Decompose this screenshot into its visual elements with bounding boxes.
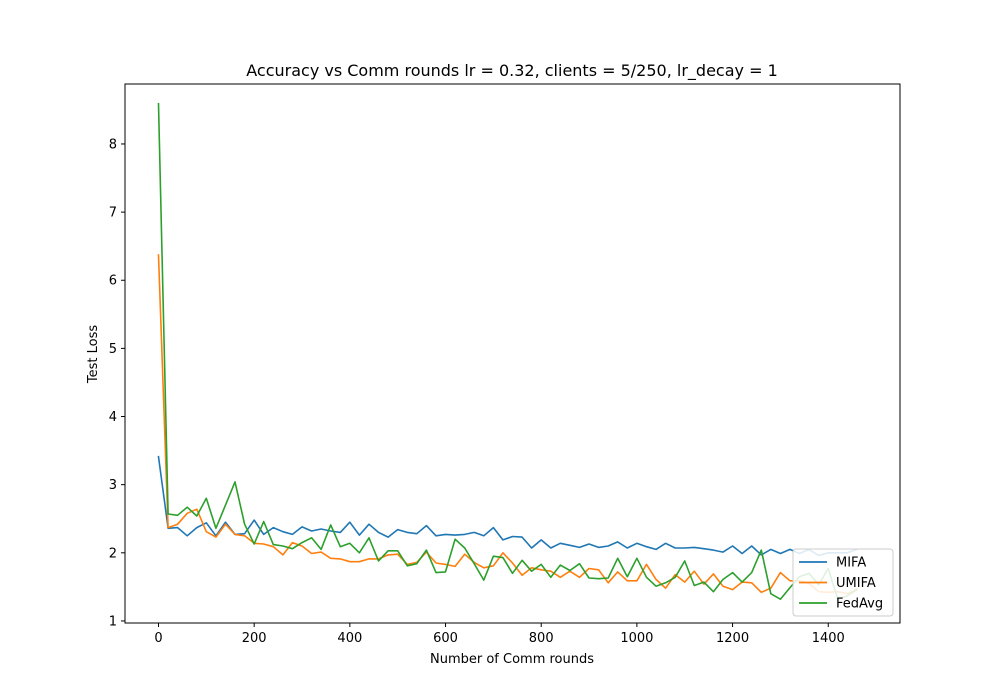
y-axis-label: Test Loss: [86, 325, 101, 384]
plot-area: 0 200 400 600 800 1000 1200 1400 1 2 3 4 5 6 7 8: [109, 83, 901, 646]
x-tick-label: 400: [337, 631, 362, 646]
y-tick-label: 1: [109, 614, 117, 629]
x-axis-ticks: 0 200 400 600 800 1000 1200 1400: [154, 623, 845, 646]
legend-label-fedavg: FedAvg: [836, 597, 883, 612]
legend-box: [792, 548, 894, 617]
x-tick-label: 800: [529, 631, 554, 646]
legend-label-mifa: MIFA: [836, 556, 866, 571]
y-tick-label: 6: [109, 274, 117, 289]
y-axis-ticks: 1 2 3 4 5 6 7 8: [109, 137, 125, 629]
x-tick-label: 1000: [620, 631, 653, 646]
x-tick-label: 1400: [812, 631, 845, 646]
y-tick-label: 8: [109, 137, 117, 152]
x-axis-label: Number of Comm rounds: [430, 652, 594, 667]
y-tick-label: 7: [109, 206, 117, 221]
x-tick-label: 200: [242, 631, 267, 646]
plot-frame: [124, 83, 901, 624]
series-line-umifa: [157, 254, 858, 595]
series-line-mifa: [157, 455, 858, 557]
y-tick-label: 4: [109, 410, 117, 425]
x-tick-label: 0: [154, 631, 162, 646]
chart-title: Accuracy vs Comm rounds lr = 0.32, clien…: [246, 61, 778, 81]
x-tick-label: 1200: [716, 631, 749, 646]
y-tick-label: 3: [109, 478, 117, 493]
series-line-fedavg: [157, 102, 859, 601]
series-layer: [157, 102, 859, 601]
y-tick-label: 2: [109, 546, 117, 561]
legend-label-umifa: UMIFA: [836, 576, 876, 591]
legend: MIFA UMIFA FedAvg: [792, 548, 894, 617]
y-tick-label: 5: [109, 342, 117, 357]
x-tick-label: 600: [433, 631, 458, 646]
